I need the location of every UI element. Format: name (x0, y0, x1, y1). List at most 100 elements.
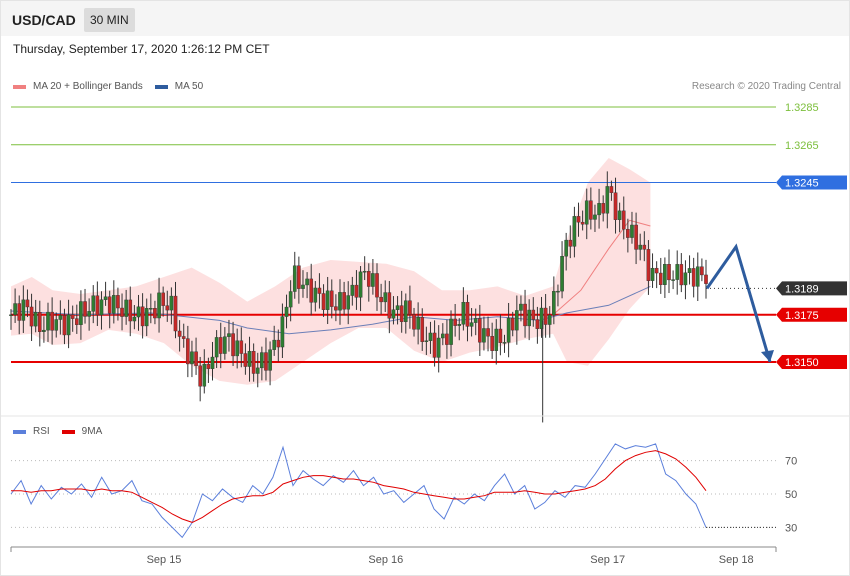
candle-body-86 (362, 271, 367, 273)
candle-body-9 (46, 311, 50, 331)
candle-body-127 (531, 309, 536, 320)
candle-body-102 (428, 332, 433, 341)
candle-body-18 (83, 301, 87, 317)
candle-body-4 (25, 299, 30, 308)
candle-body-72 (305, 278, 309, 286)
candle-body-43 (186, 338, 190, 365)
candle-body-130 (543, 307, 548, 325)
candle-body-136 (568, 239, 573, 247)
candle-body-68 (288, 291, 293, 308)
candle-body-14 (66, 314, 71, 336)
candle-body-92 (387, 292, 392, 319)
candle-body-152 (634, 224, 638, 250)
candle-body-15 (70, 314, 75, 319)
legend-rsi-swatch (13, 429, 26, 434)
candle-body-81 (342, 292, 346, 310)
symbol-title: USD/CAD (12, 12, 76, 28)
candle-body-29 (128, 299, 133, 322)
candle-body-22 (99, 299, 104, 316)
candle-body-164 (683, 272, 688, 286)
rsi-series-1 (11, 450, 707, 523)
candle-body-47 (202, 363, 207, 387)
candle-body-83 (350, 284, 355, 296)
candle-body-144 (601, 203, 605, 214)
candle-body-87 (366, 271, 371, 287)
candle-body-46 (198, 365, 202, 387)
candle-body-88 (371, 273, 375, 287)
candle-body-90 (379, 296, 383, 303)
candle-body-159 (663, 264, 667, 285)
candle-body-38 (165, 305, 170, 311)
level-label-1: 1.3265 (785, 140, 819, 152)
candle-body-169 (704, 274, 708, 284)
candle-body-163 (679, 264, 684, 286)
candle-body-119 (498, 328, 503, 343)
candle-body-107 (449, 318, 453, 345)
candle-body-94 (395, 305, 400, 310)
candle-body-17 (79, 301, 83, 325)
rsi-ref-label-0: 70 (785, 456, 797, 468)
candle-body-45 (194, 351, 198, 366)
candle-body-106 (445, 333, 449, 345)
candle-body-91 (383, 292, 388, 303)
candle-body-116 (486, 328, 490, 337)
candle-body-2 (17, 303, 22, 321)
candle-body-158 (658, 272, 663, 285)
legend-ma50-swatch (154, 84, 168, 89)
candle-body-98 (412, 314, 416, 330)
level-tag-2 (776, 175, 847, 190)
candle-body-64 (272, 339, 276, 350)
legend-ma20-label: MA 20 + Bollinger Bands (33, 81, 143, 92)
candle-body-10 (50, 311, 54, 331)
interval-badge[interactable]: 30 MIN (84, 8, 135, 32)
candle-body-96 (403, 300, 408, 322)
candle-body-0 (9, 314, 13, 316)
candle-body-76 (321, 293, 326, 310)
candle-body-143 (597, 203, 601, 216)
timestamp: Thursday, September 17, 2020 1:26:12 PM … (13, 42, 270, 56)
candle-body-108 (453, 318, 457, 326)
x-tick-label-0: Sep 15 (147, 554, 182, 566)
candle-body-26 (116, 295, 120, 309)
candle-body-1 (13, 303, 17, 315)
candle-body-32 (140, 306, 145, 327)
candle-body-30 (132, 316, 137, 322)
candle-body-85 (358, 271, 363, 298)
legend-ma20-swatch (13, 84, 26, 89)
candle-body-50 (214, 337, 219, 358)
candle-body-146 (609, 186, 614, 193)
x-tick-label-3: Sep 18 (719, 554, 754, 566)
candle-body-157 (654, 267, 659, 274)
candle-body-37 (161, 292, 165, 306)
candle-body-69 (292, 265, 297, 292)
candle-body-109 (457, 324, 462, 326)
candle-body-53 (227, 333, 231, 337)
candle-body-21 (95, 295, 100, 316)
candle-body-54 (231, 333, 235, 357)
candle-body-25 (112, 295, 116, 314)
candle-body-80 (338, 292, 342, 311)
candle-body-7 (37, 312, 42, 332)
candle-body-51 (218, 337, 223, 354)
candle-body-166 (691, 268, 696, 287)
main-legend: MA 20 + Bollinger Bands MA 50 (13, 81, 203, 92)
legend-rsi-label: RSI (33, 426, 50, 437)
candle-body-57 (243, 353, 248, 367)
candle-body-126 (527, 309, 531, 327)
candle-body-125 (523, 303, 527, 327)
candle-body-35 (153, 308, 157, 319)
candle-body-112 (469, 322, 474, 327)
level-label-5: 1.3150 (785, 357, 819, 369)
candle-body-78 (329, 290, 334, 307)
candle-body-13 (62, 315, 67, 336)
candle-body-36 (157, 292, 161, 319)
candle-body-39 (169, 295, 174, 311)
rsi-series-0 (10, 443, 707, 539)
candle-body-168 (700, 266, 704, 276)
candle-body-135 (564, 239, 568, 257)
candle-body-84 (354, 284, 359, 298)
candle-body-138 (576, 216, 581, 223)
candle-body-133 (556, 290, 560, 293)
candle-body-31 (136, 306, 141, 318)
